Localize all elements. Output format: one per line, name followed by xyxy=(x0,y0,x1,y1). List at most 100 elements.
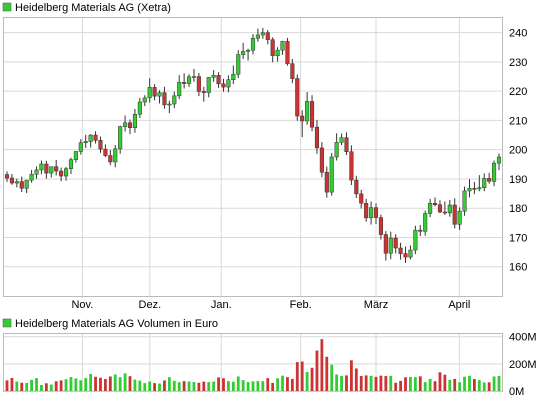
volume-bar xyxy=(192,382,196,391)
volume-bar xyxy=(473,379,476,391)
candle-body xyxy=(290,63,295,79)
volume-bar xyxy=(418,376,422,391)
candle-body xyxy=(93,134,98,141)
volume-bar xyxy=(182,381,186,391)
volume-bar xyxy=(133,379,137,391)
candle-body xyxy=(152,87,157,97)
volume-bar xyxy=(374,376,378,391)
volume-bar xyxy=(138,380,142,391)
candle-body xyxy=(305,101,310,122)
volume-bar xyxy=(295,362,299,391)
volume-bar xyxy=(482,382,486,391)
volume-bar xyxy=(177,382,181,391)
volume-bar xyxy=(10,377,14,391)
candle-body xyxy=(255,34,260,39)
volume-bar xyxy=(202,381,206,391)
candle-body xyxy=(265,32,270,40)
volume-bar xyxy=(69,377,73,391)
volume-bar xyxy=(330,364,334,391)
candle-body xyxy=(216,75,221,85)
volume-bar xyxy=(340,375,343,391)
volume-bar xyxy=(99,377,102,391)
candle-body xyxy=(418,229,423,232)
candle-body xyxy=(270,39,275,56)
volume-bar xyxy=(345,375,348,391)
candle-body xyxy=(142,97,147,103)
volume-bar xyxy=(428,378,432,391)
candle-body xyxy=(442,211,447,214)
candle-body xyxy=(300,115,305,122)
candlestick-series xyxy=(4,27,502,263)
candle-body xyxy=(364,202,369,219)
candle-body xyxy=(19,181,24,189)
volume-bar xyxy=(448,379,452,391)
candle-body xyxy=(44,163,49,174)
candle-body xyxy=(452,204,457,225)
candle-body xyxy=(54,166,59,172)
x-tick-label: Feb. xyxy=(290,299,312,311)
volume-bar xyxy=(433,381,437,391)
candle-body xyxy=(383,234,388,254)
volume-bar xyxy=(84,378,88,391)
candle-body xyxy=(428,202,433,214)
price-y-tick-label: 230 xyxy=(509,57,527,69)
volume-bar xyxy=(15,381,19,391)
candle-body xyxy=(496,156,502,164)
volume-bar xyxy=(487,382,491,391)
volume-bar xyxy=(227,381,230,391)
candle-body xyxy=(492,162,497,182)
volume-bar xyxy=(256,381,260,391)
candle-body xyxy=(14,181,19,184)
candle-body xyxy=(314,126,320,149)
volume-bar xyxy=(143,383,147,391)
price-legend-swatch xyxy=(2,2,12,12)
candle-body xyxy=(118,126,123,150)
volume-bar xyxy=(5,380,9,391)
volume-bar xyxy=(89,373,93,391)
volume-bar xyxy=(118,377,122,391)
candle-body xyxy=(349,151,354,181)
x-tick-label: März xyxy=(364,299,388,311)
candle-body xyxy=(403,253,408,258)
price-panel: Heidelberg Materials AG (Xetra) 160 170 18… xyxy=(2,2,527,311)
volume-bar xyxy=(413,377,417,391)
price-y-tick-label: 160 xyxy=(509,262,527,274)
volume-bar xyxy=(364,375,368,391)
volume-bar xyxy=(241,380,245,391)
volume-bar xyxy=(123,373,127,391)
candle-body xyxy=(182,82,187,84)
volume-bar xyxy=(404,377,407,391)
candle-body xyxy=(39,163,44,171)
volume-bar xyxy=(113,374,117,391)
volume-bar xyxy=(335,374,339,391)
volume-bar xyxy=(458,382,462,391)
candle-body xyxy=(73,151,78,160)
candle-body xyxy=(83,141,88,143)
candle-body xyxy=(275,49,280,56)
x-tick-label: Jan. xyxy=(211,299,232,311)
volume-bar xyxy=(384,376,388,391)
volume-bar xyxy=(79,380,83,391)
volume-bar xyxy=(30,379,33,391)
candle-body xyxy=(127,122,133,128)
price-plot-area xyxy=(3,17,503,297)
candle-body xyxy=(260,32,265,36)
candle-body xyxy=(467,188,472,192)
candle-body xyxy=(59,170,64,177)
volume-bar xyxy=(423,382,427,391)
volume-bar xyxy=(497,375,501,391)
candle-body xyxy=(29,174,34,181)
volume-chart-title: Heidelberg Materials AG Volumen in Euro xyxy=(15,318,218,330)
volume-bar xyxy=(163,380,166,391)
volume-bar xyxy=(44,383,48,391)
volume-bar xyxy=(25,382,29,391)
candle-body xyxy=(231,73,236,80)
candle-body xyxy=(108,155,113,163)
volume-bar xyxy=(64,379,68,391)
volume-bar xyxy=(463,376,466,391)
candle-body xyxy=(157,92,162,97)
volume-bar xyxy=(222,378,225,391)
candle-body xyxy=(88,134,93,142)
candle-body xyxy=(206,77,211,93)
